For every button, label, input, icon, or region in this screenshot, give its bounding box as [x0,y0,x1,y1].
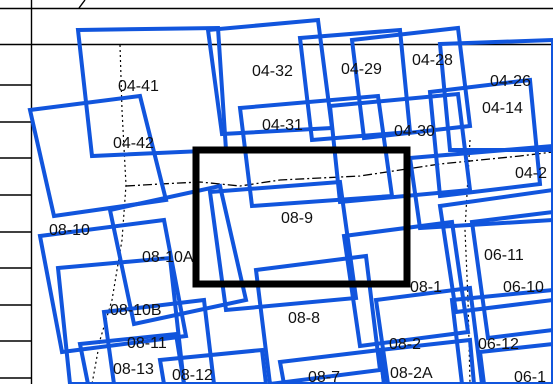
tile-label: 06-1 [514,369,546,384]
tile-outline-06-12 [449,287,553,384]
tile-label: 08-10A [142,249,194,266]
tile-label: 08-9 [281,210,313,227]
tile-label: 08-12 [172,367,213,384]
tile-outline-08-9 [207,179,359,313]
tile-outline-08-8 [253,253,383,384]
selected-tile-frame[interactable] [192,146,411,288]
tile-label: 08-10B [110,302,162,319]
tile-label: 08-2 [389,336,421,353]
tile-label: 08-1 [410,279,442,296]
tile-label: 08-8 [288,310,320,327]
tile-label: 04-2 [515,165,547,182]
tile-label: 04-14 [482,100,523,117]
tile-outline-08-12 [157,347,269,384]
boundary-lines [91,44,553,384]
tile-label: 04-31 [262,117,303,134]
tile-label: 04-26 [490,73,531,90]
tile-outline-04-26 [437,37,553,152]
tile-outline-08-13 [77,331,187,384]
tile-outline-08-1 [341,219,471,349]
tile-label: 08-13 [113,361,154,378]
tile-label: 04-41 [118,78,159,95]
tile-outline-08-2 [373,285,485,384]
tile-outline-04-30 [327,91,473,205]
tile-label: 04-32 [252,63,293,80]
tile-outline-08-2A [377,337,477,384]
tile-outline-04-2 [407,143,553,231]
tile-outline-08-10B [55,255,187,384]
tile-outline-06-11 [437,187,553,315]
tile-label: 04-28 [412,52,453,69]
tile-label: 04-30 [394,123,435,140]
tile-label: 06-10 [503,279,544,296]
tile-outline-08-10 [37,217,189,355]
tile-outline-04-42 [27,93,169,219]
tile-outline-04-28 [349,25,473,141]
tile-outline-08-11 [101,297,217,384]
tile-label: 04-42 [113,135,154,152]
tile-labels: 04-41 04-32 04-29 04-28 04-26 04-14 04-4… [49,52,547,384]
tile-outline-04-14 [427,77,543,199]
tile-outline-06-10 [469,209,553,341]
tile-label: 08-11 [127,335,167,352]
tile-label: 04-29 [341,61,382,78]
tile-label: 08-2A [390,365,433,382]
tile-label: 06-11 [484,247,524,264]
tile-label: 08-7 [308,369,340,384]
tile-label: 08-10 [49,222,90,239]
tile-outline-08-7 [277,347,387,384]
tile-label: 06-12 [478,336,519,353]
tile-outline-06-1 [477,341,553,384]
tile-outline-08-10A [107,183,249,327]
